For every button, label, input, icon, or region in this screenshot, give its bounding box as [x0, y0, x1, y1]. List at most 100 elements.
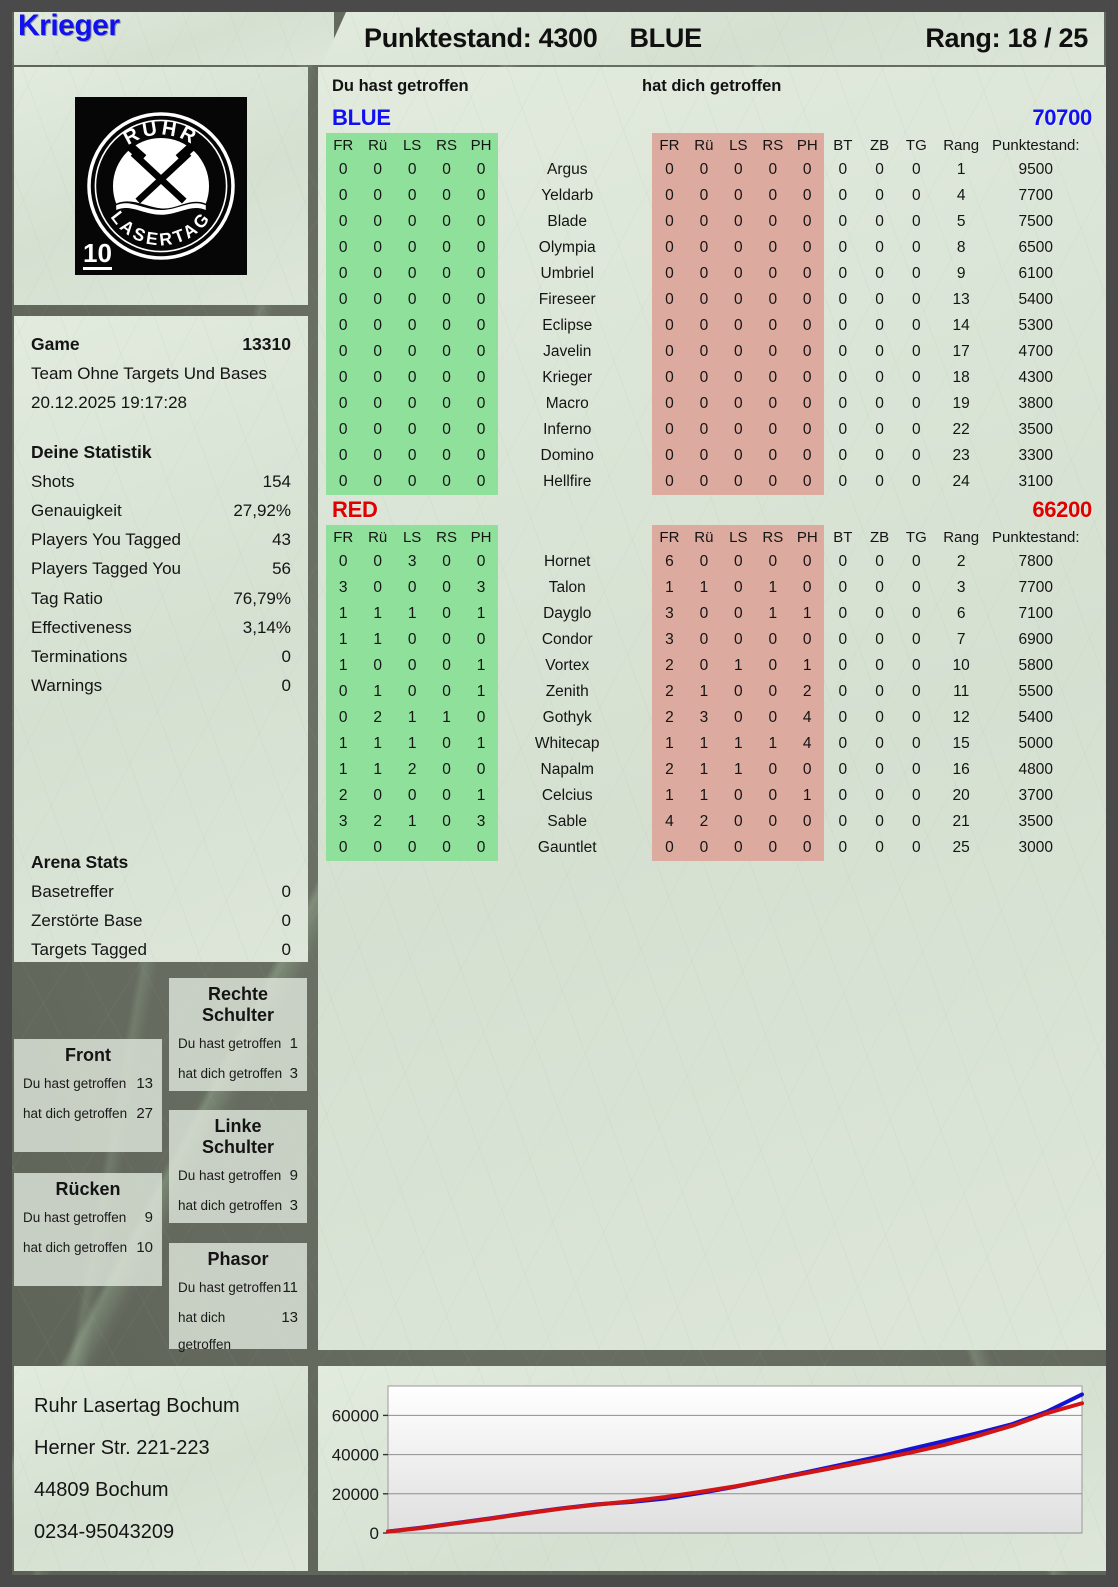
table-row[interactable]: 0 0 0 0 0 Gauntlet 0 0 0 0 0 0 0 0 25 3000	[326, 835, 1098, 861]
table-row[interactable]: 0 0 0 0 0 Fireseer 0 0 0 0 0 0 0 0 13 5400	[326, 287, 1098, 313]
cell-tagged-RS: 0	[429, 339, 464, 365]
cell-tagged-RS: 1	[429, 705, 464, 731]
personal-stat-label: Terminations	[31, 647, 128, 667]
cell-taggedby-PH: 0	[790, 313, 825, 339]
cell-tagged-LS: 0	[394, 261, 430, 287]
cell-tagged-Rü: 0	[360, 235, 395, 261]
cell-taggedby-PH: 1	[790, 653, 825, 679]
personal-stat-value: 43	[272, 530, 291, 550]
cell-taggedby-PH: 0	[790, 365, 825, 391]
cell-tagged-FR: 0	[326, 365, 361, 391]
cell-taggedby-LS: 0	[721, 365, 756, 391]
cell-tagged-LS: 0	[394, 783, 430, 809]
cell-taggedby-LS: 0	[721, 705, 756, 731]
cell-TG: 0	[912, 421, 921, 438]
table-row[interactable]: 0 0 0 0 0 Krieger 0 0 0 0 0 0 0 0 18 4300	[326, 365, 1098, 391]
cell-taggedby-LS: 0	[721, 313, 756, 339]
cell-score: 5000	[1018, 735, 1054, 752]
table-row[interactable]: 0 1 0 0 1 Zenith 2 1 0 0 2 0 0 0 11 5500	[326, 679, 1098, 705]
table-row[interactable]: 0 0 0 0 0 Inferno 0 0 0 0 0 0 0 0 22 3500	[326, 417, 1098, 443]
table-row[interactable]: 1 1 1 0 1 Whitecap 1 1 1 1 4 0 0 0 15 5000	[326, 731, 1098, 757]
cell-taggedby-PH: 0	[790, 627, 825, 653]
table-row[interactable]: 2 0 0 0 1 Celcius 1 1 0 0 1 0 0 0 20 3700	[326, 783, 1098, 809]
cell-player-name: Hornet	[543, 553, 591, 570]
cell-taggedby-PH: 0	[790, 157, 825, 183]
cell-rank: 8	[956, 239, 966, 256]
cell-tagged-FR: 0	[326, 417, 361, 443]
table-row[interactable]: 1 1 1 0 1 Dayglo 3 0 0 1 1 0 0 0 6 7100	[326, 601, 1098, 627]
cell-player-name: Gauntlet	[537, 839, 597, 856]
table-row[interactable]: 1 1 0 0 0 Condor 3 0 0 0 0 0 0 0 7 6900	[326, 627, 1098, 653]
cell-tagged-Rü: 2	[360, 705, 395, 731]
table-row[interactable]: 0 0 0 0 0 Yeldarb 0 0 0 0 0 0 0 0 4 7700	[326, 183, 1098, 209]
cell-taggedby-LS: 1	[721, 757, 756, 783]
table-row[interactable]: 0 0 0 0 0 Argus 0 0 0 0 0 0 0 0 1 9500	[326, 157, 1098, 183]
bodypart-hit-row: Du hast getroffen 13	[23, 1069, 153, 1099]
cell-taggedby-RS: 0	[755, 417, 791, 443]
table-row[interactable]: 0 2 1 1 0 Gothyk 2 3 0 0 4 0 0 0 12 5400	[326, 705, 1098, 731]
cell-TG: 0	[912, 161, 921, 178]
cell-player-name: Celcius	[541, 787, 593, 804]
cell-tagged-Rü: 1	[360, 679, 395, 705]
cell-tagged-LS: 0	[394, 157, 430, 183]
team-total-score: 70700	[1032, 105, 1092, 130]
cell-BT: 0	[838, 317, 848, 334]
cell-rank: 19	[952, 395, 970, 412]
table-row[interactable]: 3 0 0 0 3 Talon 1 1 0 1 0 0 0 0 3 7700	[326, 575, 1098, 601]
cell-tagged-RS: 0	[429, 183, 464, 209]
cell-taggedby-PH: 0	[790, 757, 825, 783]
cell-player-name: Argus	[546, 161, 588, 178]
cell-tagged-RS: 0	[429, 235, 464, 261]
table-row[interactable]: 0 0 0 0 0 Umbriel 0 0 0 0 0 0 0 0 9 6100	[326, 261, 1098, 287]
cell-tagged-LS: 0	[394, 443, 430, 469]
cell-rank: 21	[952, 813, 970, 830]
cell-tagged-LS: 0	[394, 679, 430, 705]
table-row[interactable]: 3 2 1 0 3 Sable 4 2 0 0 0 0 0 0 21 3500	[326, 809, 1098, 835]
cell-tagged-FR: 0	[326, 209, 361, 235]
table-row[interactable]: 1 0 0 0 1 Vortex 2 0 1 0 1 0 0 0 10 5800	[326, 653, 1098, 679]
cell-taggedby-LS: 0	[721, 209, 756, 235]
bodypart-hit-row: Du hast getroffen 1	[178, 1029, 298, 1059]
cell-tagged-FR: 0	[326, 157, 361, 183]
table-row[interactable]: 0 0 0 0 0 Olympia 0 0 0 0 0 0 0 0 8 6500	[326, 235, 1098, 261]
cell-tagged-Rü: 0	[360, 365, 395, 391]
cell-tagged-RS: 0	[429, 287, 464, 313]
cell-taggedby-PH: 0	[790, 235, 825, 261]
table-row[interactable]: 0 0 0 0 0 Macro 0 0 0 0 0 0 0 0 19 3800	[326, 391, 1098, 417]
personal-stat-value: 76,79%	[233, 588, 291, 608]
cell-ZB: 0	[875, 787, 884, 804]
table-row[interactable]: 0 0 0 0 0 Domino 0 0 0 0 0 0 0 0 23 3300	[326, 443, 1098, 469]
address-line: Ruhr Lasertag Bochum	[34, 1395, 240, 1417]
cell-tagged-RS: 0	[429, 391, 464, 417]
col-header-left-Rü: Rü	[360, 133, 395, 157]
cell-ZB: 0	[875, 395, 884, 412]
table-row[interactable]: 0 0 0 0 0 Javelin 0 0 0 0 0 0 0 0 17 4700	[326, 339, 1098, 365]
cell-taggedby-LS: 0	[721, 339, 756, 365]
cell-BT: 0	[838, 395, 848, 412]
cell-TG: 0	[912, 395, 921, 412]
personal-stat-value: 0	[281, 676, 291, 696]
cell-ZB: 0	[875, 683, 884, 700]
cell-taggedby-LS: 0	[721, 627, 756, 653]
col-header-left-FR: FR	[326, 133, 361, 157]
bodypart-hit-value: 9	[144, 1209, 153, 1226]
bodypart-hit-value: 13	[136, 1075, 153, 1092]
team-name: RED	[332, 497, 378, 522]
cell-rank: 7	[956, 631, 966, 648]
cell-score: 3300	[1018, 447, 1054, 464]
table-row[interactable]: 0 0 3 0 0 Hornet 6 0 0 0 0 0 0 0 2 7800	[326, 549, 1098, 575]
bodypart-hit-row: Du hast getroffen 11	[178, 1273, 298, 1303]
table-row[interactable]: 1 1 2 0 0 Napalm 2 1 1 0 0 0 0 0 16 4800	[326, 757, 1098, 783]
personal-stat-row: Shots 154	[31, 467, 291, 496]
cell-taggedby-PH: 1	[790, 783, 825, 809]
cell-score: 5500	[1018, 683, 1054, 700]
cell-taggedby-Rü: 0	[686, 601, 722, 627]
bodypart-got_hit-value: 10	[136, 1239, 153, 1256]
table-row[interactable]: 0 0 0 0 0 Hellfire 0 0 0 0 0 0 0 0 24 3100	[326, 469, 1098, 495]
cell-rank: 14	[952, 317, 970, 334]
cell-tagged-PH: 0	[463, 469, 499, 495]
cell-tagged-LS: 0	[394, 417, 430, 443]
arena-stat-row: Zerstörte Base 0	[31, 906, 291, 935]
table-row[interactable]: 0 0 0 0 0 Eclipse 0 0 0 0 0 0 0 0 14 5300	[326, 313, 1098, 339]
table-row[interactable]: 0 0 0 0 0 Blade 0 0 0 0 0 0 0 0 5 7500	[326, 209, 1098, 235]
